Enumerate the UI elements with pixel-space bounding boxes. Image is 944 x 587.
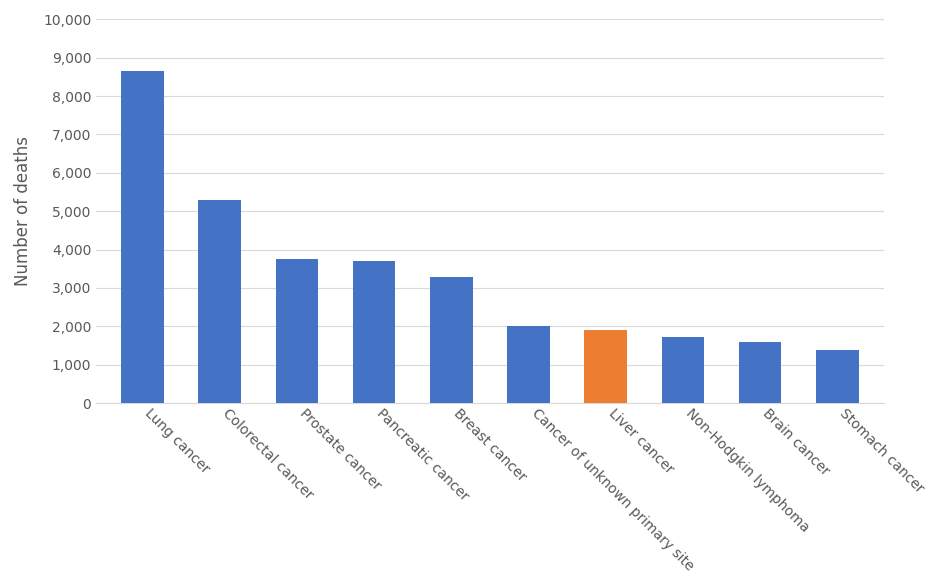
- Bar: [276, 259, 318, 403]
- Bar: [662, 337, 704, 403]
- Y-axis label: Number of deaths: Number of deaths: [14, 136, 32, 286]
- Bar: [121, 71, 163, 403]
- Bar: [507, 326, 549, 403]
- Bar: [584, 330, 627, 403]
- Bar: [817, 350, 859, 403]
- Bar: [198, 200, 241, 403]
- Bar: [353, 261, 396, 403]
- Bar: [430, 278, 473, 403]
- Bar: [739, 342, 782, 403]
